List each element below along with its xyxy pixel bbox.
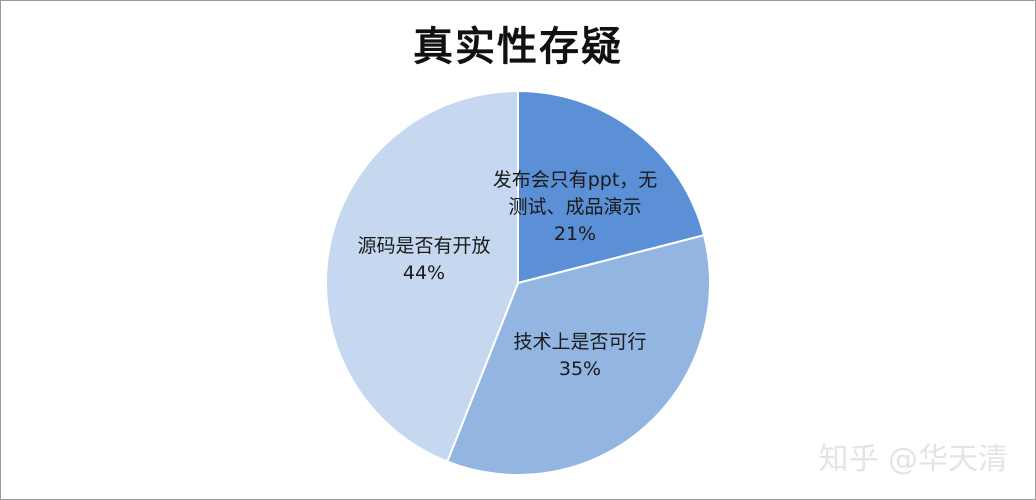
slice-percent-label: 35% [559,358,601,380]
slice-name-label: 源码是否有开放 [357,235,490,257]
slice-percent-label: 21% [554,223,596,245]
slice-name-label: 发布会只有ppt，无 [493,169,658,191]
watermark: 知乎 @华天清 [818,434,1008,478]
slice-name-label: 测试、成品演示 [508,196,641,218]
slice-name-label: 技术上是否可行 [513,331,646,353]
slice-percent-label: 44% [403,262,445,284]
